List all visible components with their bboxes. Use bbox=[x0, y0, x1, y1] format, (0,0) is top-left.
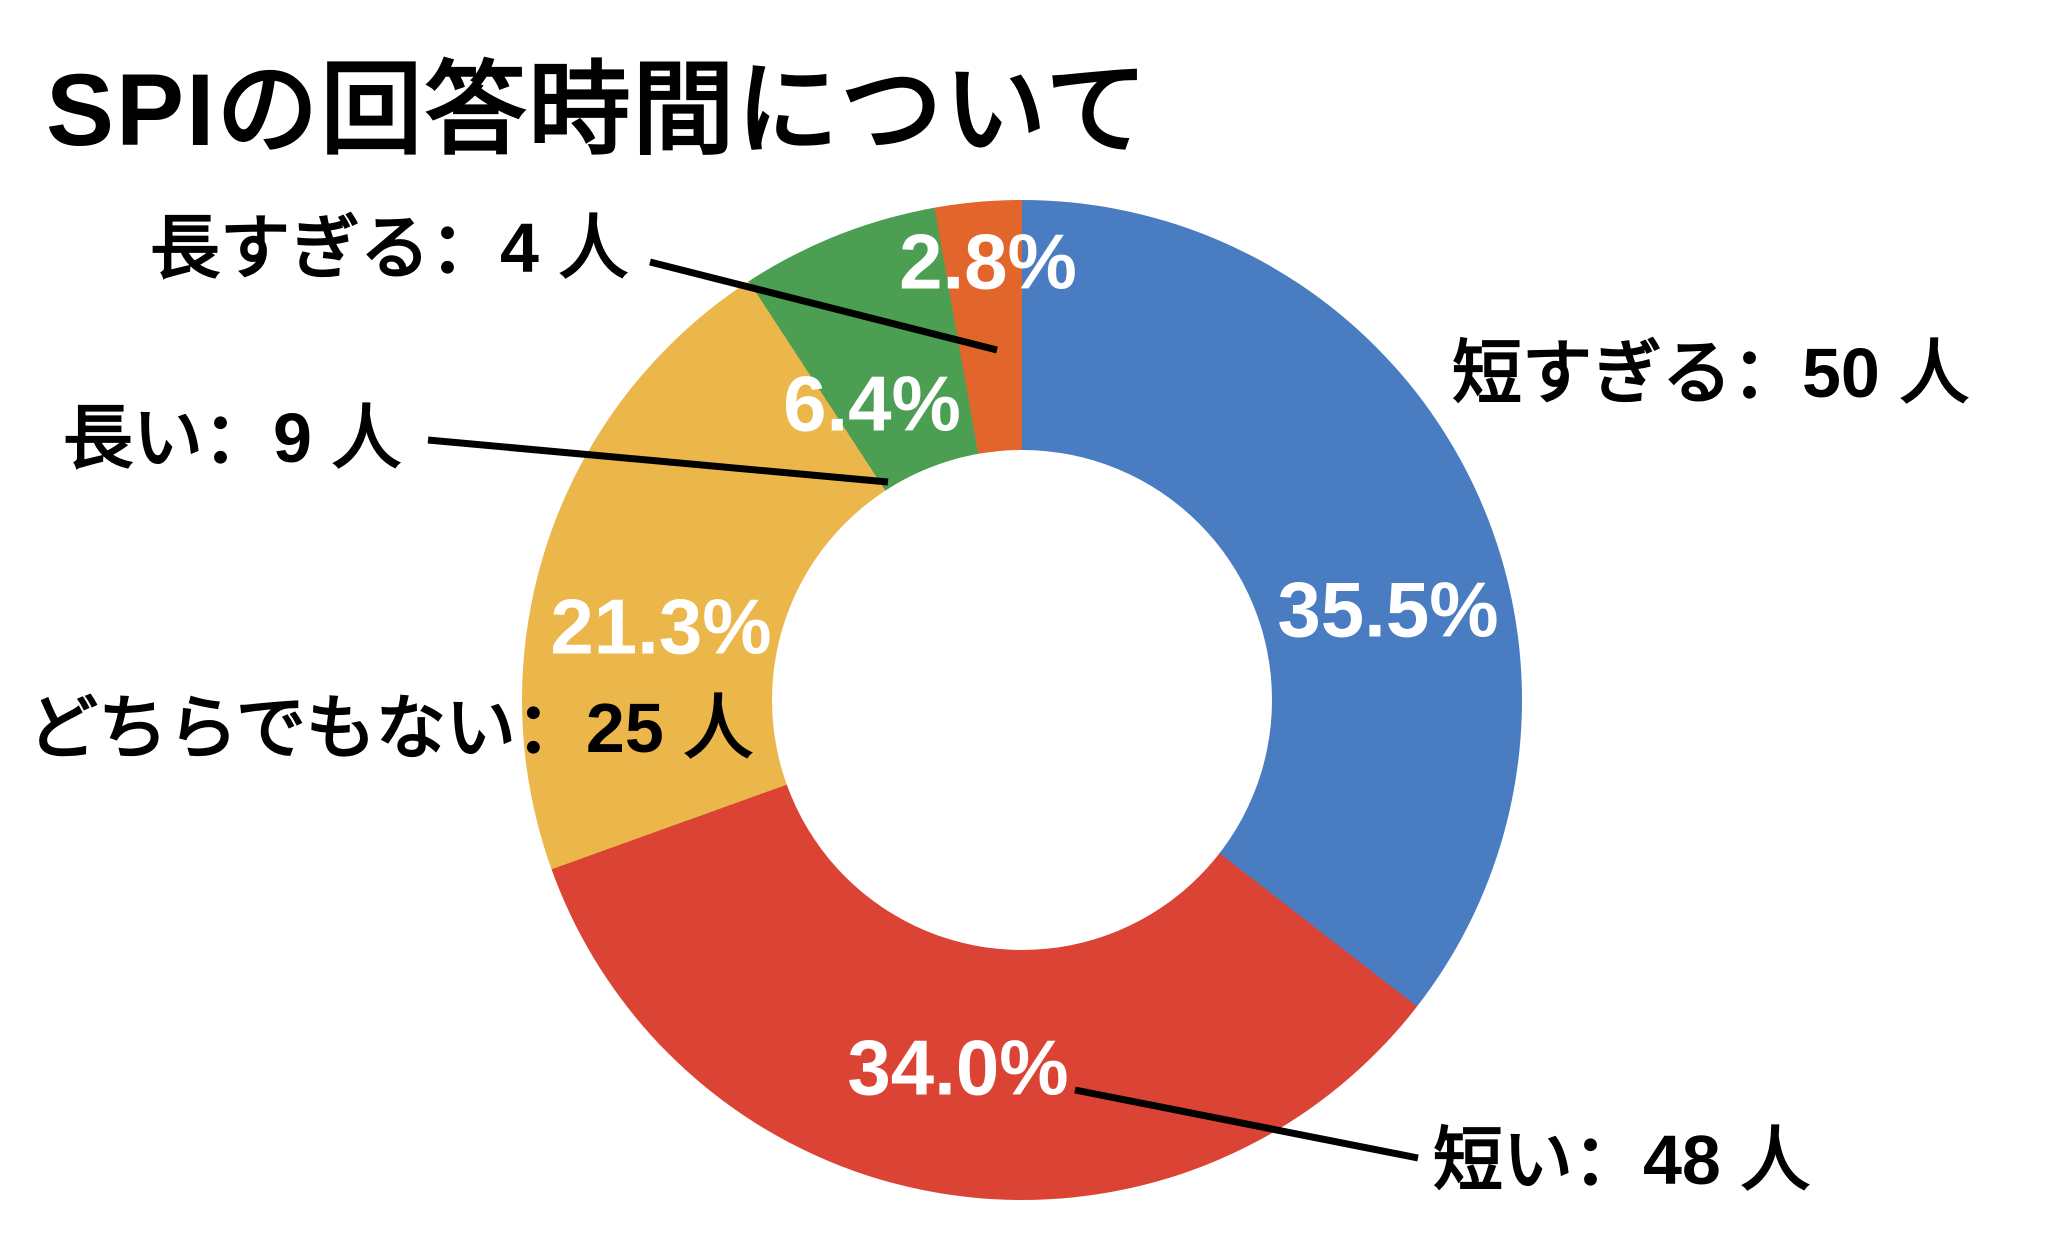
slice-percent-too-short: 35.5% bbox=[1277, 565, 1499, 654]
slice-percent-long: 6.4% bbox=[783, 359, 961, 448]
donut-chart bbox=[522, 200, 1522, 1200]
slice-percent-too-long: 2.8% bbox=[899, 217, 1077, 306]
callout-too-short: 短すぎる：50 人 bbox=[1452, 334, 1970, 412]
slice-percent-neither: 21.3% bbox=[550, 582, 772, 671]
callout-neither: どちらでもない：25 人 bbox=[28, 689, 754, 767]
chart-title: SPIの回答時間について bbox=[46, 53, 1150, 167]
callout-short: 短い：48 人 bbox=[1433, 1121, 1811, 1199]
donut-hole bbox=[772, 450, 1272, 950]
callout-long: 長い：9 人 bbox=[63, 399, 402, 477]
slice-percent-short: 34.0% bbox=[847, 1023, 1069, 1112]
callout-too-long: 長すぎる：4 人 bbox=[150, 209, 629, 287]
